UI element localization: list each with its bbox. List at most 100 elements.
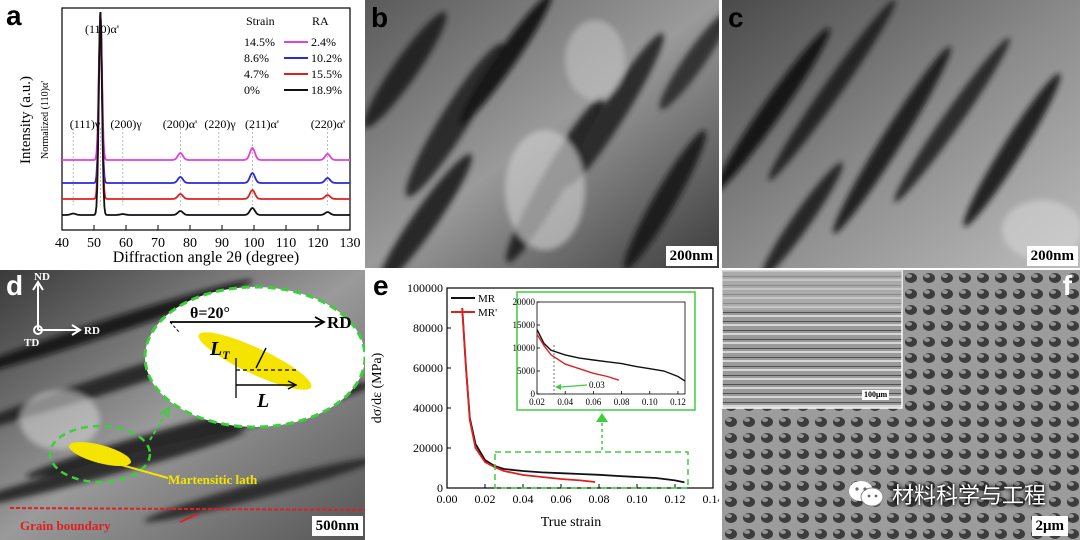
xrd-legend: Strain RA 14.5% 2.4% 8.6% 10.2% 4.7% 15.5% 0% 1…: [244, 14, 342, 97]
inset-x-tick-label: 0.12: [670, 397, 686, 407]
tem-image-b: [365, 0, 719, 268]
xrd-series-line: [62, 11, 350, 184]
legend-ra-value: 18.9%: [311, 83, 342, 97]
tem-image-c: [722, 0, 1080, 268]
xrd-x-tick-label: 50: [87, 236, 101, 251]
panel-label-c: c: [728, 2, 744, 33]
panel-c-tem-image: c 200nm: [722, 0, 1080, 268]
xrd-x-tick-label: 40: [55, 236, 69, 251]
xrd-x-tick-label: 100: [244, 236, 265, 251]
axis-rd-label: RD: [84, 325, 100, 337]
panel-a-xrd-chart: 40 50 60 70 80 90 100 110 120 130 (111)γ (110)α' (2…: [0, 0, 365, 268]
inset-annotation: 0.03: [589, 380, 605, 390]
watermark: 材料科学与工程: [848, 478, 1046, 510]
inset-y-tick-label: 5000: [517, 366, 536, 376]
xrd-x-axis-label: Diffraction angle 2θ (degree): [113, 249, 299, 266]
scale-bar-c: 200nm: [1026, 246, 1078, 266]
scale-bar-f: 2μm: [1031, 516, 1068, 536]
legend-ra-value: 15.5%: [311, 67, 342, 81]
xrd-peak-label: (211)α': [245, 117, 279, 131]
hardening-x-tick-label: 0.14: [703, 492, 720, 506]
hardening-x-tick-label: 0.10: [627, 492, 648, 506]
l-label: L: [256, 390, 269, 412]
hardening-x-tick-label: 0.00: [437, 492, 458, 506]
legend-header-ra: RA: [312, 14, 329, 28]
legend-strain-value: 14.5%: [244, 35, 275, 49]
zoom-region-box: [494, 451, 689, 489]
inset-x-tick-label: 0.10: [642, 397, 658, 407]
inset-y-tick-label: 10000: [513, 343, 536, 353]
panel-label-f: f: [1062, 270, 1072, 301]
hardening-x-tick-label: 0.04: [513, 492, 534, 506]
panel-label-e: e: [373, 270, 389, 301]
lath-schematic-svg: ND RD TD θ=20° RD LT L Martensitic lath …: [0, 270, 365, 540]
legend-ra-value: 2.4%: [311, 35, 336, 49]
legend-strain-value: 4.7%: [244, 67, 269, 81]
hardening-y-tick-label: 60000: [413, 361, 443, 375]
xrd-peak-label: (111)γ: [70, 117, 101, 131]
panel-label-d: d: [6, 270, 24, 301]
hardening-inset: 0.02 0.04 0.06 0.08 0.10 0.12 0 5000 10000 15000 2…: [513, 291, 696, 411]
hardening-x-tick-label: 0.02: [475, 492, 496, 506]
xrd-x-tick-label: 130: [340, 236, 361, 251]
xrd-plot-frame: [61, 7, 351, 231]
xrd-x-tick-label: 70: [151, 236, 165, 251]
hardening-chart-svg: 0.00 0.02 0.04 0.06 0.08 0.10 0.12 0.14 0 20000 40…: [370, 281, 720, 530]
hardening-x-tick-label: 0.12: [665, 492, 686, 506]
hardening-legend: MR MR': [451, 293, 497, 319]
scale-bar-b: 200nm: [665, 246, 717, 266]
xrd-peak-label: (200)α': [163, 117, 197, 131]
inset-y-tick-label: 15000: [513, 320, 536, 330]
legend-header-strain: Strain: [246, 14, 275, 28]
hardening-x-tick-label: 0.08: [589, 492, 610, 506]
xrd-series-line: [62, 11, 350, 216]
xrd-peak-label: (220)γ: [204, 117, 236, 131]
lath-ellipse-small: [69, 441, 131, 467]
lath-ellipse-inset: [198, 332, 312, 390]
hardening-y-tick-label: 40000: [413, 401, 443, 415]
panel-label-a: a: [6, 0, 22, 31]
sem-image-f: [722, 270, 1080, 540]
grain-boundary-label: Grain boundary: [20, 518, 111, 533]
xrd-y-axis-sublabel: Normalized (110)α': [40, 81, 51, 159]
inset-series-line: [536, 333, 620, 381]
coordinate-axes: [32, 280, 82, 336]
inset-series-line: [536, 329, 686, 382]
inset-x-tick-label: 0.08: [614, 397, 630, 407]
hardening-x-tick-label: 0.06: [551, 492, 572, 506]
xrd-y-axis-label: Intensity (a.u.): [18, 76, 34, 164]
legend-strain-value: 0%: [244, 83, 260, 97]
hardening-y-tick-label: 100000: [407, 281, 443, 295]
scale-bar-d: 500nm: [311, 516, 363, 536]
wechat-icon: [848, 481, 884, 507]
xrd-series-line: [62, 11, 350, 200]
inset-x-tick-label: 0.04: [557, 397, 573, 407]
hardening-y-axis-label: dσ/dε (MPa): [370, 352, 385, 423]
xrd-peak-label: (220)α': [311, 117, 345, 131]
xrd-x-tick-label: 90: [215, 236, 229, 251]
xrd-x-tick-label: 120: [308, 236, 329, 251]
inset-y-tick-label: 0: [531, 389, 536, 399]
theta-label: θ=20°: [190, 305, 230, 322]
hardening-plot-frame: [446, 287, 714, 489]
hardening-series-line: [461, 307, 596, 483]
xrd-chart-svg: 40 50 60 70 80 90 100 110 120 130 (111)γ (110)α' (2…: [18, 7, 361, 266]
legend-strain-value: 8.6%: [244, 51, 269, 65]
xrd-x-tick-label: 110: [276, 236, 296, 251]
inset-x-tick-label: 0.06: [586, 397, 602, 407]
lt-label: LT: [209, 338, 230, 362]
xrd-peak-label: (200)γ: [110, 117, 142, 131]
xrd-x-tick-label: 60: [119, 236, 133, 251]
axis-nd-label: ND: [34, 271, 50, 283]
sem-inset-scale-bar: 100μm: [862, 390, 890, 400]
xrd-x-tick-label: 80: [183, 236, 197, 251]
small-lath-highlight: [48, 424, 152, 484]
inset-x-tick-label: 0.02: [529, 397, 545, 407]
axis-td-label: TD: [24, 337, 39, 349]
grain-boundary-line: [9, 507, 365, 511]
martensitic-lath-label: Martensitic lath: [168, 472, 258, 487]
hardening-legend-label: MR: [478, 293, 496, 305]
panel-f-sem-image: 100μm f 2μm: [722, 270, 1080, 540]
panel-b-tem-image: b 200nm: [365, 0, 719, 268]
hardening-y-tick-label: 20000: [413, 441, 443, 455]
